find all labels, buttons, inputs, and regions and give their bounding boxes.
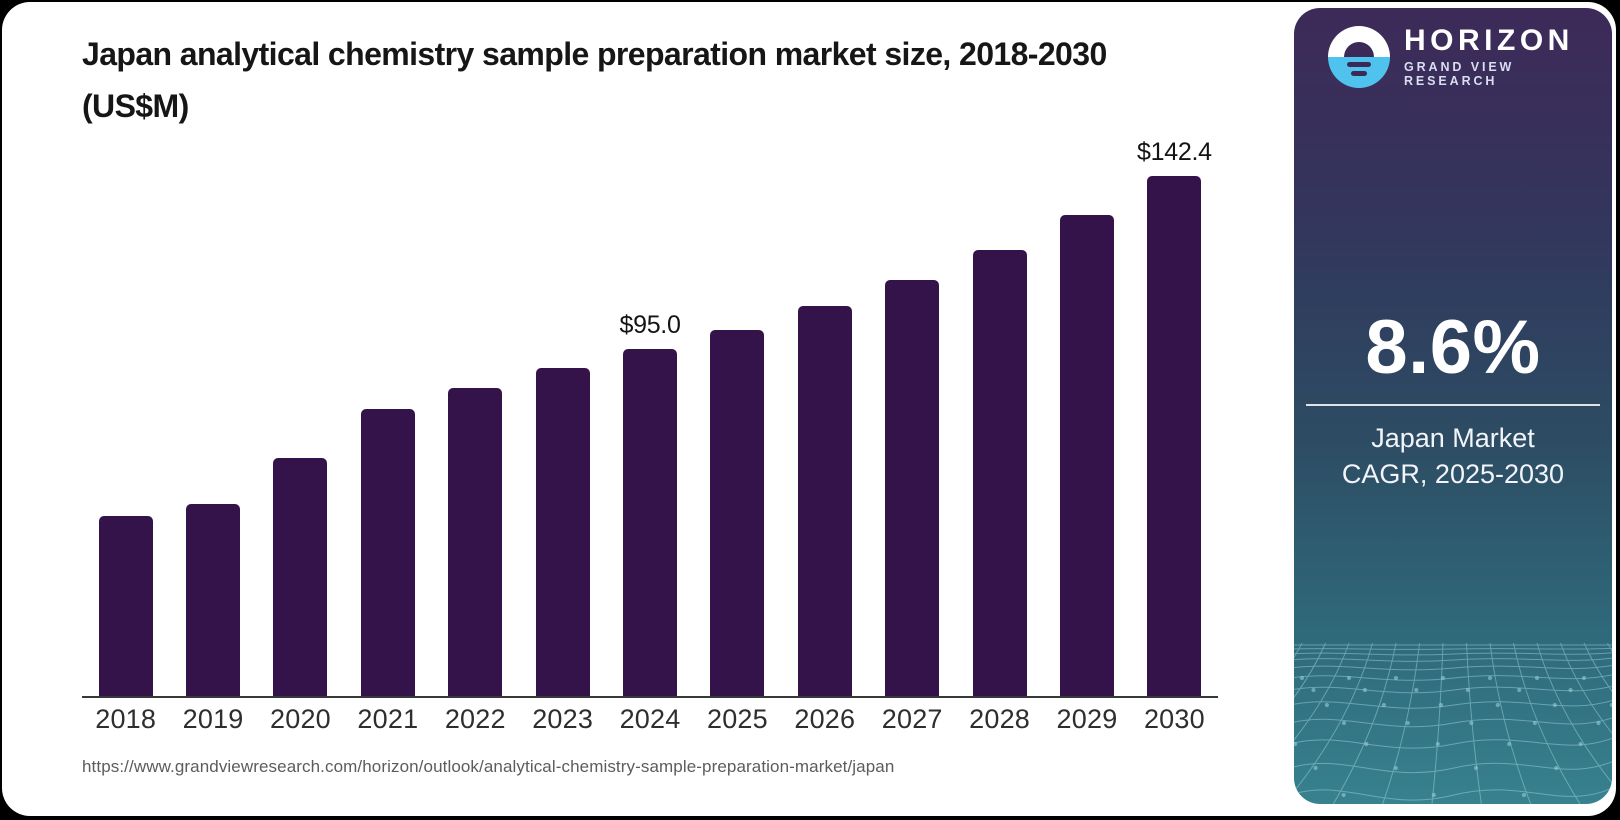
cagr-label: Japan Market CAGR, 2025-2030 (1294, 420, 1612, 492)
mesh-pattern (1294, 642, 1612, 804)
bar-chart: $95.0 $142.4 (82, 132, 1218, 698)
bar-2021 (360, 409, 415, 696)
bar-column-2022 (432, 132, 519, 696)
brand-name: HORIZON (1404, 24, 1574, 57)
x-tick-2023: 2023 (532, 704, 594, 734)
bar-column-2027 (869, 132, 956, 696)
x-tick-2028: 2028 (969, 704, 1031, 734)
bar-column-2026 (781, 132, 868, 696)
bar-2029 (1059, 215, 1114, 696)
logo-text: HORIZON GRAND VIEW RESEARCH (1404, 24, 1612, 89)
cagr-label-line2: CAGR, 2025-2030 (1341, 459, 1565, 489)
bar-2018 (98, 516, 153, 696)
bar-2025 (710, 330, 765, 696)
x-tick-2019: 2019 (182, 704, 244, 734)
x-tick-2030: 2030 (1143, 704, 1205, 734)
x-tick-2021: 2021 (357, 704, 419, 734)
bar-2030 (1147, 176, 1202, 696)
x-axis-labels: 2018 2019 2020 2021 2022 2023 2024 2025 2026 2027… (82, 704, 1218, 735)
bar-2028 (972, 250, 1027, 696)
horizon-logo: HORIZON GRAND VIEW RESEARCH (1328, 25, 1612, 88)
bar-2023 (535, 368, 590, 696)
horizon-sun-icon (1328, 25, 1390, 88)
bar-2022 (448, 388, 503, 696)
bar-column-2029 (1043, 132, 1130, 696)
bar-column-2025 (694, 132, 781, 696)
bar-column-2020 (257, 132, 344, 696)
x-tick-2025: 2025 (706, 704, 768, 734)
x-tick-2024: 2024 (619, 704, 681, 734)
sun-reflection-line (1351, 70, 1367, 76)
bar-2019 (186, 504, 241, 696)
bar-column-2028 (956, 132, 1043, 696)
cagr-label-line1: Japan Market (1371, 423, 1535, 453)
stat-divider (1306, 404, 1600, 406)
bar-column-2021 (344, 132, 431, 696)
bar-2026 (797, 306, 852, 696)
x-tick-2020: 2020 (270, 704, 331, 734)
cagr-stat: 8.6% Japan Market CAGR, 2025-2030 (1294, 308, 1612, 492)
cagr-value: 8.6% (1365, 305, 1541, 390)
sun-reflection-line (1347, 61, 1371, 67)
bar-2024 (623, 349, 678, 696)
bar-column-2024: $95.0 (606, 132, 693, 696)
bar-2020 (273, 458, 328, 696)
bar-column-2030: $142.4 (1131, 132, 1218, 696)
chart-title: Japan analytical chemistry sample prepar… (82, 36, 1107, 124)
x-tick-2018: 2018 (95, 704, 157, 734)
bar-column-2023 (519, 132, 606, 696)
source-url: https://www.grandviewresearch.com/horizo… (82, 757, 895, 776)
bar-value-label: $95.0 (619, 311, 681, 339)
bar-value-label: $142.4 (1137, 138, 1212, 166)
bar-column-2019 (169, 132, 256, 696)
sun-glyph (1344, 41, 1374, 57)
bar-2027 (885, 280, 940, 696)
x-tick-2022: 2022 (444, 704, 506, 734)
brand-subtitle: GRAND VIEW RESEARCH (1404, 60, 1515, 88)
x-tick-2026: 2026 (794, 704, 856, 734)
sidebar-panel: HORIZON GRAND VIEW RESEARCH 8.6% Japan M… (1294, 8, 1612, 804)
x-tick-2029: 2029 (1056, 704, 1118, 734)
bar-column-2018 (82, 132, 169, 696)
x-tick-2027: 2027 (881, 704, 943, 734)
